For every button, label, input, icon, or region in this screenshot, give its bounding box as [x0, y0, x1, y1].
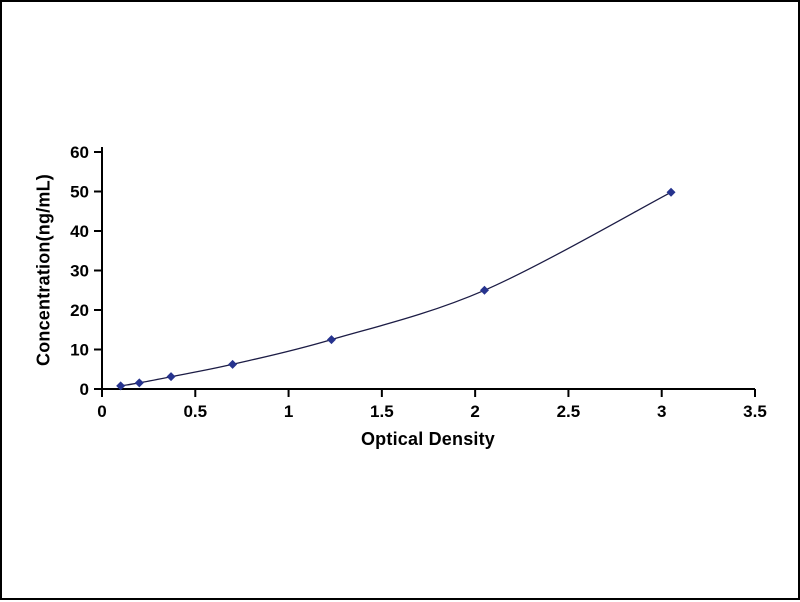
y-axis-title: Concentration(ng/mL) [33, 174, 54, 366]
y-tick-label: 50 [70, 183, 89, 202]
y-tick-label: 20 [70, 301, 89, 320]
data-point-marker [166, 372, 176, 382]
data-point-marker [134, 378, 144, 388]
x-tick-label: 1 [284, 402, 293, 421]
x-tick-label: 3 [657, 402, 666, 421]
x-tick-label: 3.5 [743, 402, 767, 421]
x-tick-label: 0 [97, 402, 106, 421]
data-point-marker [116, 381, 126, 391]
x-tick-label: 2.5 [557, 402, 581, 421]
x-tick-label: 1.5 [370, 402, 394, 421]
y-tick-label: 10 [70, 341, 89, 360]
data-point-marker [666, 187, 676, 197]
x-axis-title: Optical Density [360, 429, 496, 449]
y-tick-label: 30 [70, 262, 89, 281]
y-tick-label: 60 [70, 143, 89, 162]
x-tick-label: 0.5 [183, 402, 207, 421]
y-tick-label: 40 [70, 222, 89, 241]
y-tick-label: 0 [80, 380, 89, 399]
data-point-marker [326, 335, 336, 345]
standard-curve-line [120, 191, 672, 387]
data-point-marker [228, 359, 238, 369]
data-point-marker [479, 285, 489, 295]
x-tick-label: 2 [470, 402, 479, 421]
